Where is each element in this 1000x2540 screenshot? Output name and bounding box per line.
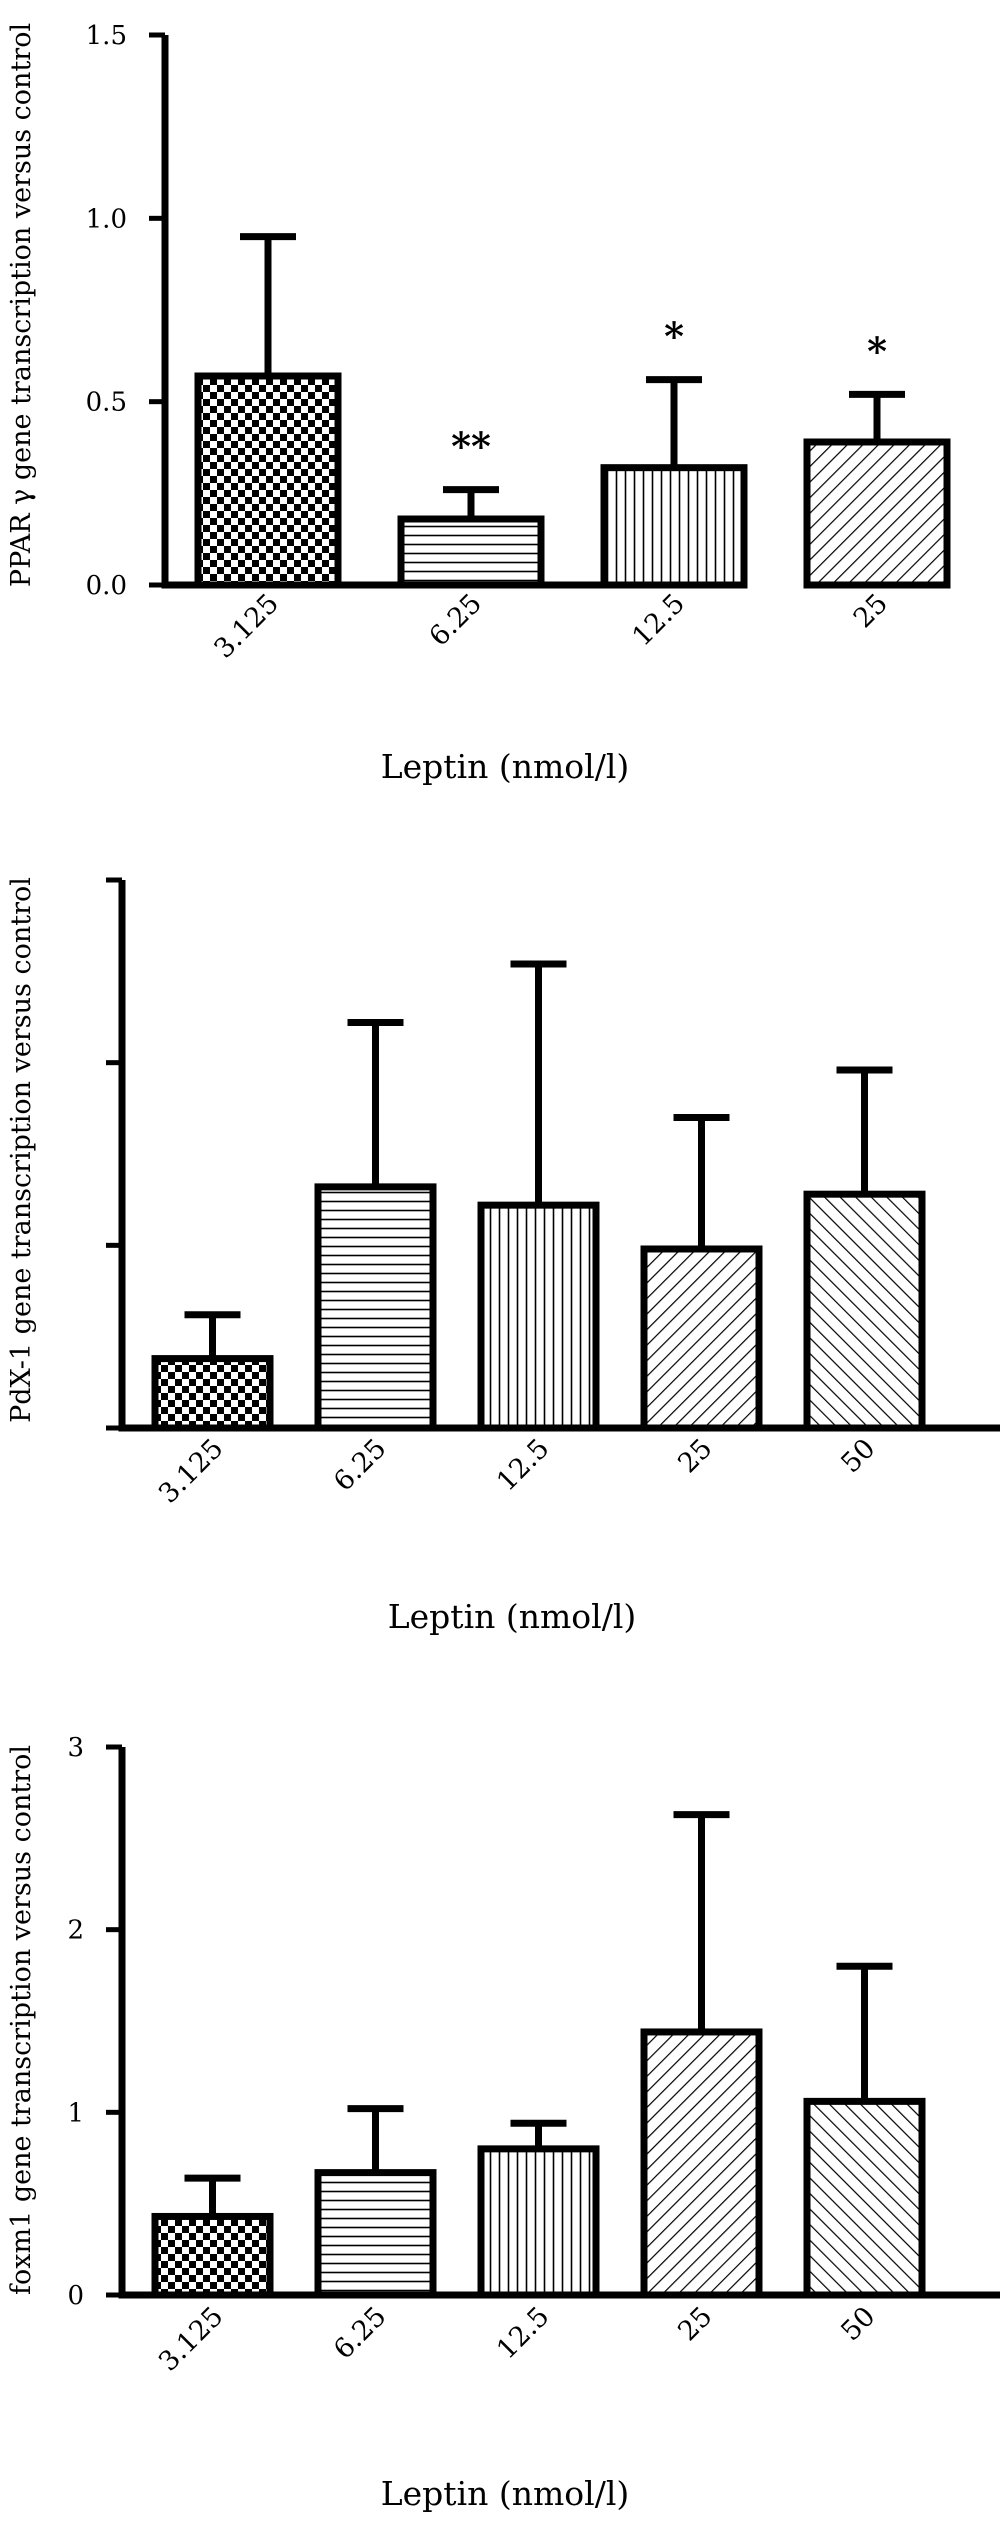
y-tick-label: 0.0: [86, 571, 127, 601]
bar-3.125: [194, 372, 342, 589]
x-tick-label: 3.125: [153, 1433, 230, 1510]
bar-6.25: [314, 1183, 437, 1432]
bar-25: [640, 2028, 763, 2299]
y-axis-label: foxm1 gene transcription versus control: [6, 1745, 37, 2295]
chart-panel-pdx1: PdX-1 gene transcription versus control …: [6, 877, 1000, 1636]
x-tick-label: 25: [672, 1433, 718, 1479]
x-tick-label: 12.5: [627, 588, 691, 652]
x-tick-label: 25: [672, 2301, 718, 2347]
bar-50: [803, 1190, 926, 1432]
x-tick-label: 3.125: [208, 588, 285, 665]
bar-6.25: [397, 515, 545, 589]
x-tick-label: 12.5: [491, 2301, 555, 2365]
bar-25: [640, 1245, 763, 1432]
y-tick-label: 1: [67, 2098, 84, 2128]
x-tick-label: 50: [835, 1433, 881, 1479]
bar-25: [803, 438, 951, 589]
x-tick-label: 3.125: [153, 2301, 230, 2378]
y-tick-label: 0: [67, 2281, 84, 2311]
significance-marker: *: [867, 328, 887, 373]
y-tick-label: 1.0: [86, 204, 127, 234]
y-tick-label: 0.5: [86, 388, 127, 418]
significance-marker: *: [664, 314, 684, 359]
y-axis-label: PPAR γ gene transcription versus control: [6, 23, 37, 587]
x-axis-label: Leptin (nmol/l): [388, 1597, 637, 1636]
bar-12.5: [477, 2145, 600, 2299]
x-tick-label: 25: [848, 588, 894, 634]
bar-12.5: [600, 464, 748, 589]
x-tick-label: 6.25: [328, 2301, 392, 2365]
x-tick-label: 6.25: [328, 1433, 392, 1497]
bar-3.125: [151, 2212, 274, 2299]
x-tick-label: 6.25: [424, 588, 488, 652]
x-tick-label: 12.5: [491, 1433, 555, 1497]
significance-marker: **: [451, 424, 491, 469]
y-axis-label: PdX-1 gene transcription versus control: [6, 877, 37, 1423]
bar-6.25: [314, 2169, 437, 2299]
bar-12.5: [477, 1201, 600, 1432]
chart-panel-ppar-gamma: PPAR γ gene transcription versus control…: [6, 21, 951, 786]
y-tick-label: 3: [67, 1733, 84, 1763]
x-tick-label: 50: [835, 2301, 881, 2347]
bar-3.125: [151, 1355, 274, 1432]
bar-50: [803, 2097, 926, 2299]
y-tick-label: 2: [67, 1916, 84, 1946]
y-tick-label: 1.5: [86, 21, 127, 51]
x-axis-label: Leptin (nmol/l): [381, 2474, 630, 2513]
x-axis-label: Leptin (nmol/l): [381, 747, 630, 786]
chart-panel-foxm1: foxm1 gene transcription versus control …: [6, 1733, 1000, 2513]
